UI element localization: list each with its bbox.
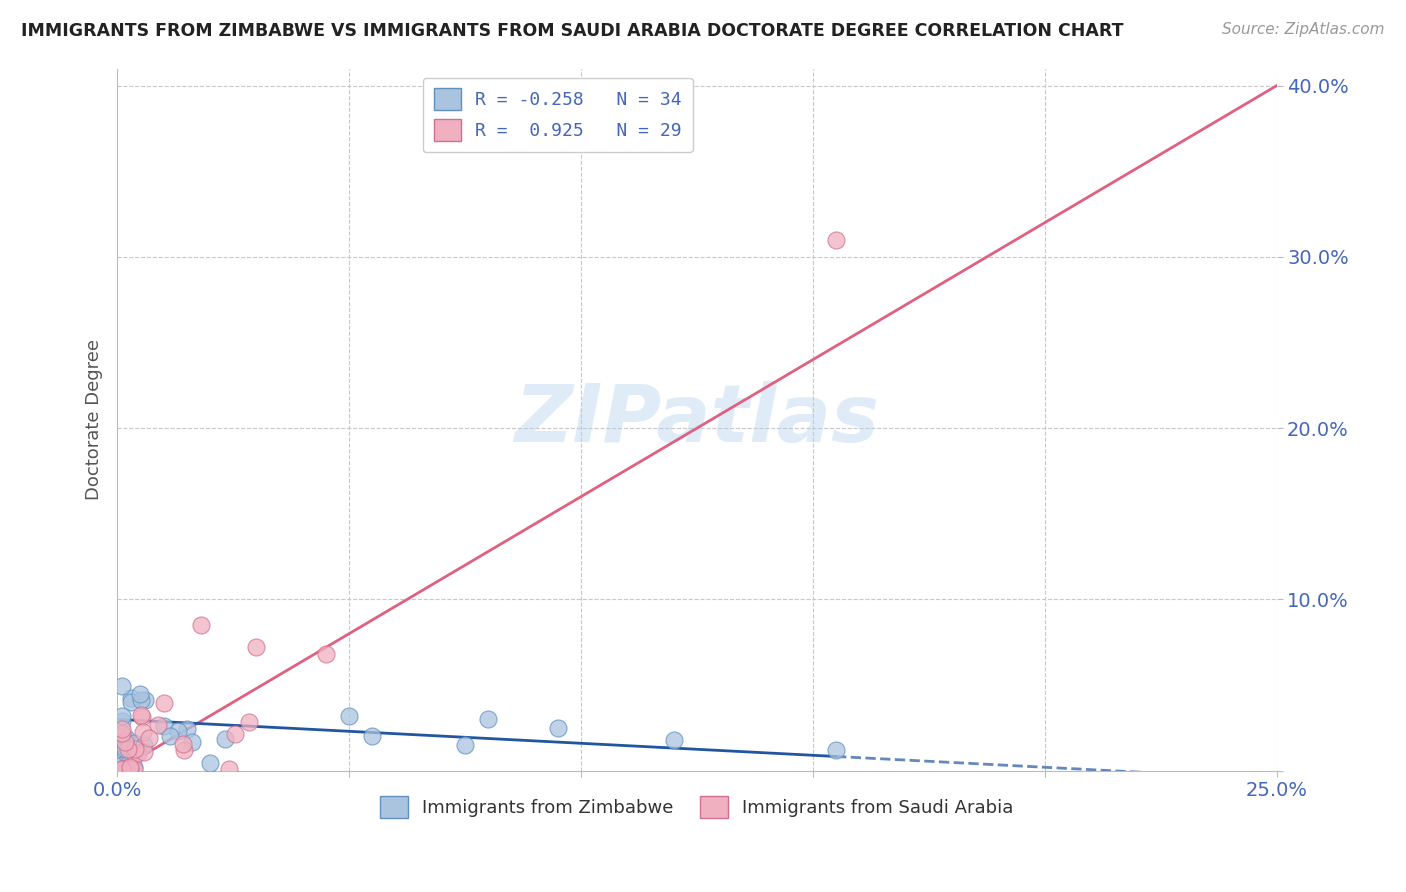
Point <box>117 756 139 771</box>
Point <box>132 745 155 759</box>
Point <box>120 690 142 705</box>
Point <box>153 719 176 733</box>
Point <box>477 712 499 726</box>
Point <box>114 745 136 759</box>
Point <box>245 640 267 655</box>
Point <box>124 742 146 756</box>
Legend: Immigrants from Zimbabwe, Immigrants from Saudi Arabia: Immigrants from Zimbabwe, Immigrants fro… <box>373 789 1021 825</box>
Text: IMMIGRANTS FROM ZIMBABWE VS IMMIGRANTS FROM SAUDI ARABIA DOCTORATE DEGREE CORREL: IMMIGRANTS FROM ZIMBABWE VS IMMIGRANTS F… <box>21 22 1123 40</box>
Point <box>214 731 236 746</box>
Point <box>127 746 149 760</box>
Point <box>662 732 685 747</box>
Point <box>111 679 134 693</box>
Point <box>131 710 153 724</box>
Point <box>114 735 136 749</box>
Point <box>138 731 160 745</box>
Point <box>131 724 153 739</box>
Point <box>224 727 246 741</box>
Point <box>198 756 221 770</box>
Point <box>132 739 155 753</box>
Point <box>120 695 142 709</box>
Point <box>172 737 194 751</box>
Point <box>129 707 152 722</box>
Point <box>825 233 848 247</box>
Point <box>117 752 139 766</box>
Point <box>122 760 145 774</box>
Point <box>111 758 134 772</box>
Point <box>134 693 156 707</box>
Point <box>111 714 134 728</box>
Point <box>176 723 198 737</box>
Point <box>111 762 134 776</box>
Point <box>825 743 848 757</box>
Point <box>129 693 152 707</box>
Point <box>238 714 260 729</box>
Point <box>361 730 384 744</box>
Point <box>118 760 141 774</box>
Point <box>111 727 134 741</box>
Text: Source: ZipAtlas.com: Source: ZipAtlas.com <box>1222 22 1385 37</box>
Point <box>122 762 145 776</box>
Point <box>167 724 190 739</box>
Point <box>111 762 134 776</box>
Point <box>190 618 212 632</box>
Point <box>547 721 569 735</box>
Point <box>124 735 146 749</box>
Point <box>152 696 174 710</box>
Point <box>173 743 195 757</box>
Point <box>112 738 135 752</box>
Point <box>146 718 169 732</box>
Point <box>454 738 477 752</box>
Point <box>337 708 360 723</box>
Point <box>129 687 152 701</box>
Point <box>114 742 136 756</box>
Point <box>218 762 240 776</box>
Point <box>114 761 136 775</box>
Point <box>315 647 337 661</box>
Point <box>111 708 134 723</box>
Point <box>115 731 138 746</box>
Point <box>111 722 134 736</box>
Text: ZIPatlas: ZIPatlas <box>515 381 879 458</box>
Point <box>117 742 139 756</box>
Point <box>159 730 181 744</box>
Point <box>118 746 141 760</box>
Y-axis label: Doctorate Degree: Doctorate Degree <box>86 339 103 500</box>
Point <box>120 762 142 776</box>
Point <box>124 747 146 761</box>
Point <box>111 726 134 740</box>
Point <box>180 735 202 749</box>
